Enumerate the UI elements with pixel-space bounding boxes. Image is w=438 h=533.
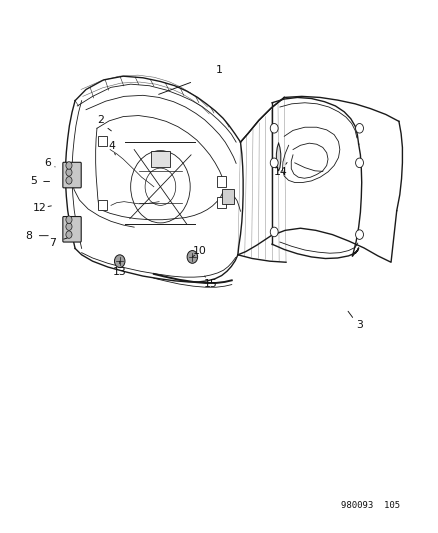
Circle shape: [270, 158, 278, 167]
Bar: [98, 136, 107, 147]
Text: 7: 7: [49, 238, 56, 247]
Circle shape: [66, 162, 72, 169]
Text: 980093  105: 980093 105: [340, 501, 399, 510]
Circle shape: [270, 227, 278, 237]
Bar: [221, 189, 233, 204]
Circle shape: [66, 176, 72, 184]
Bar: [150, 151, 170, 166]
Text: 1: 1: [215, 65, 223, 75]
Text: 15: 15: [203, 279, 217, 288]
Text: 3: 3: [355, 320, 362, 330]
Text: 8: 8: [26, 231, 32, 241]
Circle shape: [355, 124, 363, 133]
Circle shape: [355, 230, 363, 239]
FancyBboxPatch shape: [63, 216, 81, 242]
Text: 13: 13: [113, 267, 126, 277]
Bar: [217, 197, 226, 208]
Circle shape: [66, 168, 72, 176]
Bar: [98, 199, 107, 210]
Circle shape: [187, 251, 197, 263]
Circle shape: [66, 223, 72, 230]
Text: 10: 10: [192, 246, 206, 255]
Text: 12: 12: [32, 203, 46, 213]
Polygon shape: [276, 143, 280, 171]
Circle shape: [66, 216, 72, 223]
Circle shape: [270, 124, 278, 133]
Circle shape: [114, 255, 125, 268]
Text: 5: 5: [30, 176, 37, 187]
FancyBboxPatch shape: [63, 163, 81, 188]
Text: 2: 2: [97, 115, 104, 125]
Text: 6: 6: [44, 158, 51, 168]
Text: 4: 4: [109, 141, 116, 151]
Text: 14: 14: [273, 167, 287, 177]
Bar: [217, 176, 226, 187]
Circle shape: [66, 231, 72, 238]
Circle shape: [355, 158, 363, 167]
